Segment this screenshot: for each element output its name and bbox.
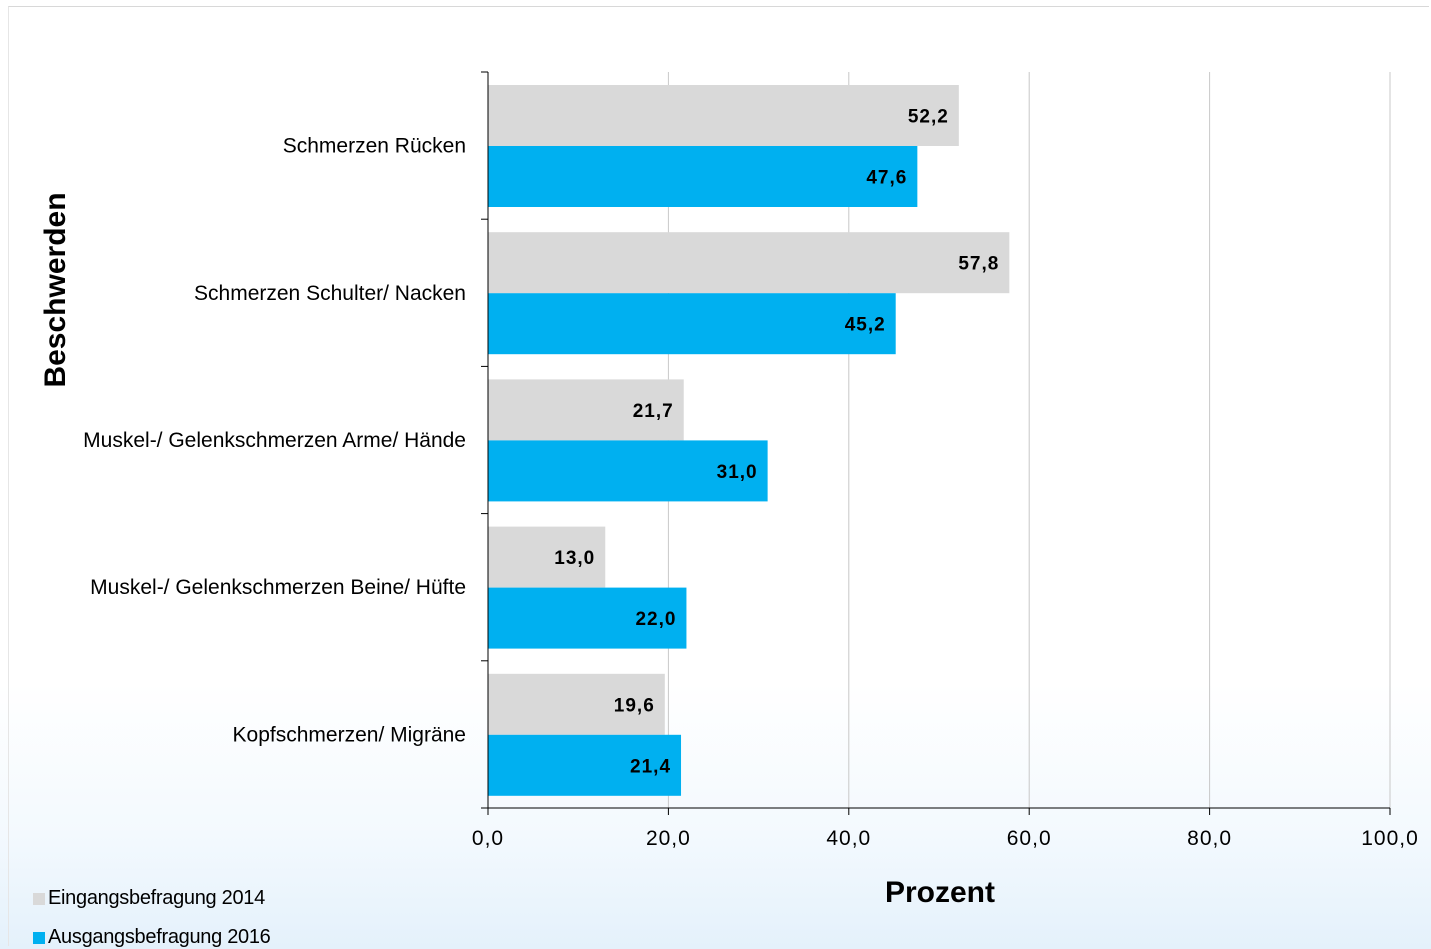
bar [488,232,1010,294]
category-label: Muskel-/ Gelenkschmerzen Beine/ Hüfte [90,576,466,599]
chart-frame [8,6,1429,946]
data-label: 31,0 [717,462,758,483]
data-label: 57,8 [958,254,999,275]
bar [488,734,682,796]
x-axis-title: Prozent [884,876,996,909]
data-label: 47,6 [866,168,907,189]
data-label: 13,0 [554,548,595,569]
bar [488,673,665,735]
category-label: Schmerzen Rücken [283,135,466,158]
x-tick-label: 80,0 [1187,827,1232,850]
x-tick-label: 20,0 [646,827,691,850]
legend-swatch-2016 [33,931,45,944]
bar [488,379,684,441]
bar [488,85,959,146]
x-tick-label: 60,0 [1007,827,1052,850]
data-label: 45,2 [845,315,886,336]
data-label: 22,0 [635,609,676,630]
bar [488,526,606,588]
legend-item-2016: Ausgangsbefragung 2016 [33,926,271,949]
data-label: 21,7 [633,401,674,422]
category-label: Schmerzen Schulter/ Nacken [194,282,466,305]
y-axis-title: Beschwerden [39,192,72,388]
category-label: Muskel-/ Gelenkschmerzen Arme/ Hände [83,429,466,452]
bar [488,146,918,207]
bar [488,293,896,355]
bar [488,587,687,649]
legend-label-2014: Eingangsbefragung 2014 [48,887,265,909]
x-tick-label: 40,0 [826,827,871,850]
data-label: 19,6 [614,695,655,716]
x-tick-label: 100,0 [1361,827,1419,850]
bar [488,440,768,502]
legend-item-2014: Eingangsbefragung 2014 [33,887,265,910]
legend-swatch-2014 [33,892,45,905]
data-label: 21,4 [630,756,671,777]
x-tick-label: 0,0 [472,827,504,850]
legend-label-2016: Ausgangsbefragung 2016 [48,926,271,948]
data-label: 52,2 [908,107,949,128]
category-label: Kopfschmerzen/ Migräne [233,723,466,746]
